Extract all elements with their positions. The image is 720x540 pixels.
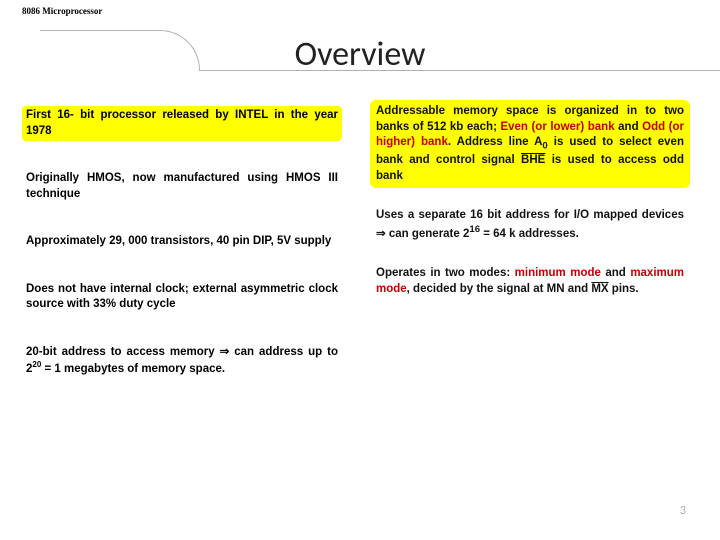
r3-mx: MX xyxy=(591,283,608,295)
bullet-1: First 16- bit processor released by INTE… xyxy=(22,106,342,141)
r3-b: and xyxy=(601,267,630,279)
arrow-icon: ⇒ xyxy=(220,346,230,358)
bullet-4: Does not have internal clock; external a… xyxy=(22,280,342,315)
bullet-5-a: 20-bit address to access memory xyxy=(26,346,220,358)
r1-b: and xyxy=(615,121,643,133)
bullet-5-c: = 1 megabytes of memory space. xyxy=(41,363,225,375)
r2-sup: 16 xyxy=(469,224,480,235)
bullet-2: Originally HMOS, now manufactured using … xyxy=(22,169,342,204)
right-box-2: Uses a separate 16 bit address for I/O m… xyxy=(370,204,690,246)
r1-even: Even (or lower) bank xyxy=(500,121,614,133)
r1-c: . Address line A xyxy=(448,136,543,148)
page-title: Overview xyxy=(0,34,720,75)
r2-b: can generate 2 xyxy=(386,228,470,240)
r3-d: pins. xyxy=(609,283,639,295)
bullet-3: Approximately 29, 000 transistors, 40 pi… xyxy=(22,232,342,252)
arrow-icon: ⇒ xyxy=(376,228,386,240)
r1-bhe: BHE xyxy=(521,154,545,166)
r3-min: minimum mode xyxy=(515,267,601,279)
header-label: 8086 Microprocessor xyxy=(22,6,102,16)
left-column: First 16- bit processor released by INTE… xyxy=(22,106,342,407)
right-column: Addressable memory space is organized in… xyxy=(370,100,690,317)
r2-a: Uses a separate 16 bit address for I/O m… xyxy=(376,209,684,221)
right-box-3: Operates in two modes: minimum mode and … xyxy=(370,262,690,301)
page-number: 3 xyxy=(680,504,686,518)
bullet-5-sup: 20 xyxy=(32,360,41,369)
bullet-5: 20-bit address to access memory ⇒ can ad… xyxy=(22,343,342,380)
r2-c: = 64 k addresses. xyxy=(480,228,579,240)
right-box-1: Addressable memory space is organized in… xyxy=(370,100,690,188)
r3-c: , decided by the signal at MN and xyxy=(407,283,592,295)
r3-a: Operates in two modes: xyxy=(376,267,515,279)
